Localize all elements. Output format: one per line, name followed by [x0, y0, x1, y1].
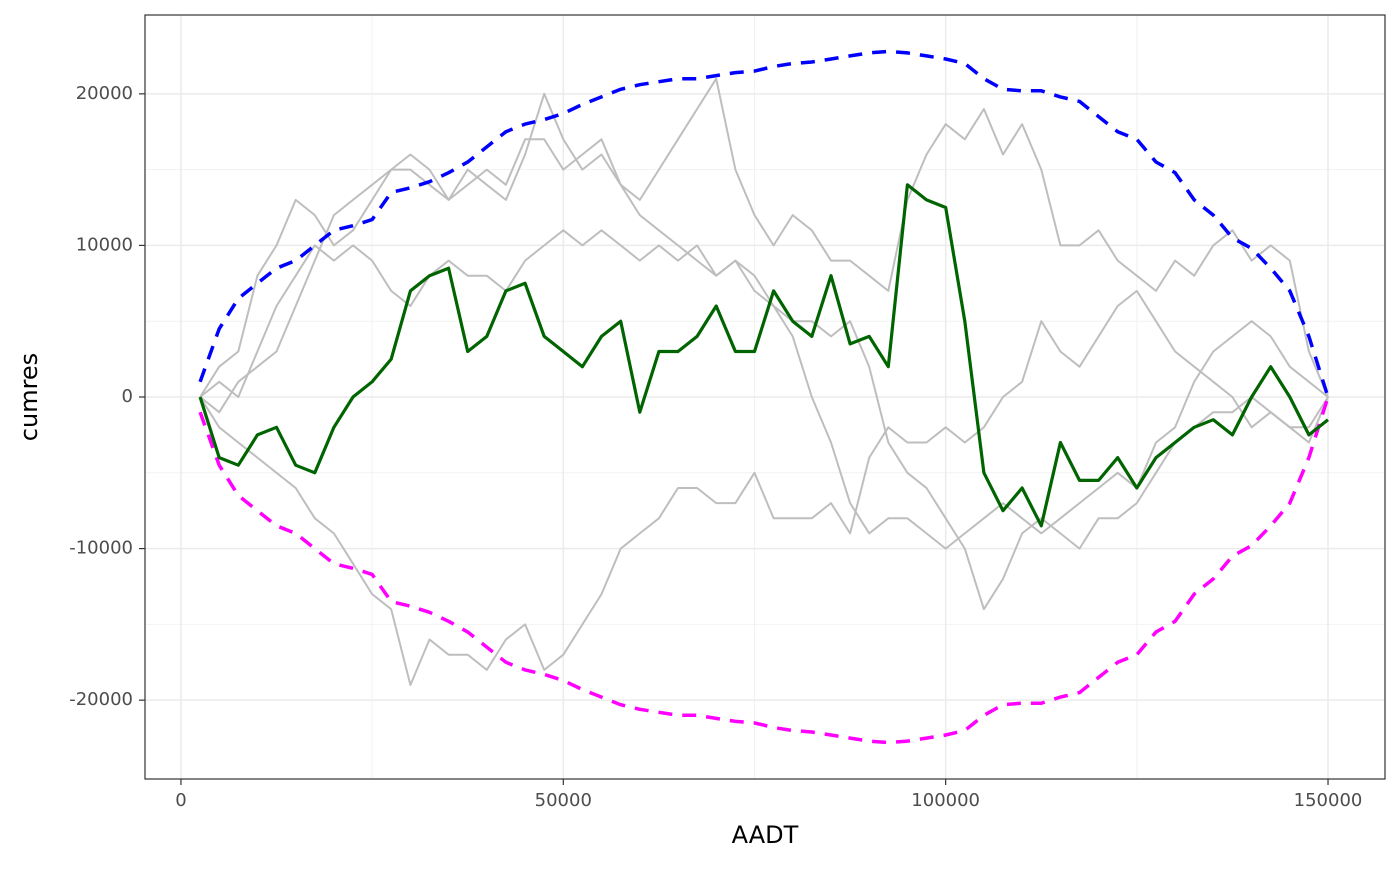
y-tick-label: -10000 — [69, 538, 133, 559]
axes: 0 50000 100000 150000 -20000 -10000 0 10000 2000… — [69, 83, 1362, 811]
y-tick-label: 0 — [122, 386, 133, 407]
series-line — [199, 138, 1329, 611]
series-line — [199, 289, 1329, 686]
x-tick-label: 100000 — [911, 790, 980, 811]
y-tick-label: 20000 — [76, 83, 133, 104]
series-line — [198, 183, 1329, 528]
x-axis-title: AADT — [732, 821, 799, 849]
x-tick-label: 50000 — [535, 790, 592, 811]
x-tick-label: 0 — [175, 790, 186, 811]
y-tick-label: 10000 — [76, 234, 133, 255]
series-line — [198, 396, 1330, 745]
series-line — [199, 77, 1329, 398]
grid — [145, 15, 1385, 779]
y-axis-title: cumres — [15, 353, 43, 441]
x-tick-label: 150000 — [1294, 790, 1363, 811]
y-tick-label: -20000 — [69, 689, 133, 710]
series-line — [198, 49, 1330, 398]
plot-lines — [198, 49, 1330, 745]
